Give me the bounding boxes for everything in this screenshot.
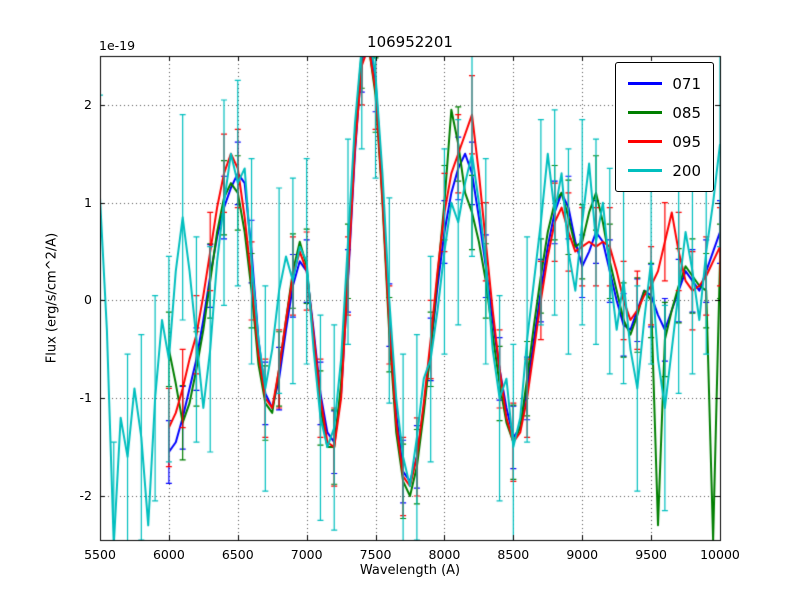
legend-label: 095	[672, 132, 701, 151]
x-tick-label: 8500	[497, 547, 530, 562]
y-tick-label: -1	[79, 390, 92, 406]
y-tick-label: -2	[79, 488, 92, 503]
y-axis-offset-label: 1e-19	[99, 38, 136, 53]
x-tick-label: 7000	[290, 547, 323, 562]
x-tick-label: 8000	[428, 547, 461, 562]
legend-item: 095	[628, 127, 701, 156]
legend-line-sample	[628, 140, 663, 143]
legend-item: 071	[628, 69, 701, 98]
x-tick-label: 9500	[635, 547, 668, 562]
legend-line-sample	[628, 111, 663, 114]
legend-label: 071	[672, 74, 701, 93]
legend-item: 085	[628, 98, 701, 127]
legend-line-sample	[628, 169, 663, 172]
x-tick-label: 10000	[700, 547, 740, 562]
x-tick-label: 7500	[359, 547, 392, 562]
legend-line-sample	[628, 82, 663, 85]
x-tick-label: 6000	[152, 547, 185, 562]
y-tick-label: 0	[84, 292, 92, 308]
x-tick-label: 5500	[84, 547, 116, 562]
legend-label: 200	[672, 161, 701, 180]
x-tick-label: 9000	[566, 547, 599, 562]
legend-item: 200	[628, 156, 701, 185]
chart-title: 106952201	[367, 33, 453, 51]
y-tick-label: 1	[84, 194, 92, 210]
legend: 071 085 095 200	[615, 62, 714, 192]
x-axis-label: Wavelength (A)	[359, 563, 461, 578]
x-tick-label: 6500	[221, 547, 254, 562]
y-tick-label: 2	[84, 96, 92, 112]
legend-label: 085	[672, 103, 701, 122]
